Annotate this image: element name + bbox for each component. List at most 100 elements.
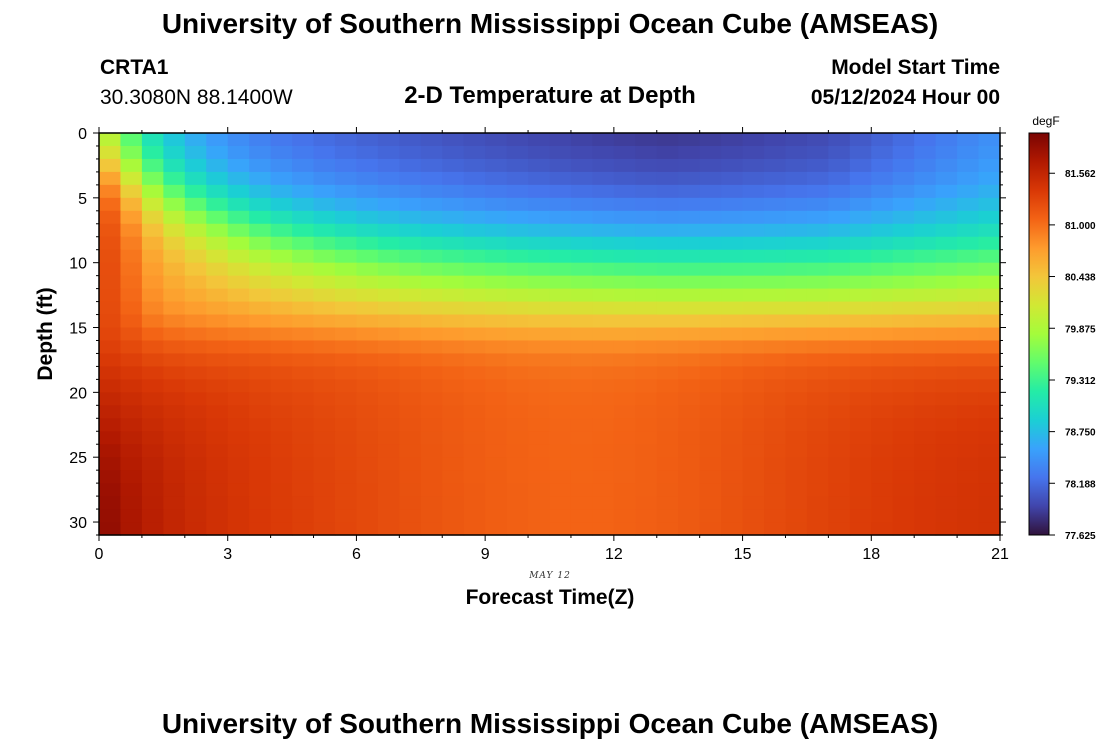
heatmap-cell <box>442 444 465 458</box>
heatmap-cell <box>356 158 379 173</box>
heatmap-cell <box>656 288 679 303</box>
heatmap-cell <box>292 418 315 432</box>
heatmap-cell <box>270 392 293 406</box>
heatmap-cell <box>399 366 422 380</box>
heatmap-cell <box>141 327 164 342</box>
heatmap-cell <box>141 223 164 238</box>
y-tick-label: 30 <box>69 515 87 532</box>
heatmap-cell <box>785 236 808 251</box>
heatmap-cell <box>935 184 958 199</box>
heatmap-cell <box>978 340 1001 355</box>
y-tick-label: 10 <box>69 256 87 273</box>
heatmap-cell <box>420 522 443 536</box>
heatmap-cell <box>463 236 486 251</box>
heatmap-cell <box>806 262 829 277</box>
heatmap-cell <box>957 483 980 497</box>
heatmap-cell <box>377 431 400 445</box>
heatmap-cell <box>249 353 272 368</box>
heatmap-cell <box>871 431 894 445</box>
heatmap-cell <box>871 327 894 342</box>
heatmap-cell <box>249 171 272 186</box>
heatmap-cell <box>570 171 593 186</box>
heatmap-cell <box>635 158 658 173</box>
heatmap-cell <box>764 366 787 380</box>
heatmap-cell <box>935 509 958 523</box>
heatmap-cell <box>485 496 508 510</box>
heatmap-cell <box>227 353 250 368</box>
heatmap-cell <box>356 483 379 497</box>
heatmap-cell <box>892 262 915 277</box>
heatmap-cell <box>463 158 486 173</box>
heatmap-cell <box>849 262 872 277</box>
heatmap-cell <box>356 301 379 316</box>
heatmap-cell <box>978 418 1001 432</box>
heatmap-cell <box>957 418 980 432</box>
heatmap-cell <box>742 288 765 303</box>
heatmap-cell <box>420 262 443 277</box>
heatmap-cell <box>356 418 379 432</box>
heatmap-cell <box>292 275 315 290</box>
heatmap-cell <box>141 431 164 445</box>
heatmap-cell <box>935 496 958 510</box>
heatmap-cell <box>206 301 229 316</box>
heatmap-cell <box>184 223 207 238</box>
heatmap-cell <box>914 184 937 199</box>
heatmap-cell <box>978 353 1001 368</box>
heatmap-cell <box>721 236 744 251</box>
heatmap-cell <box>892 275 915 290</box>
heatmap-cell <box>849 145 872 160</box>
heatmap-cell <box>528 444 551 458</box>
heatmap-cell <box>592 496 615 510</box>
heatmap-cell <box>120 444 143 458</box>
heatmap-cell <box>420 405 443 419</box>
heatmap-cell <box>828 418 851 432</box>
heatmap-cell <box>570 184 593 199</box>
heatmap-cell <box>528 457 551 471</box>
heatmap-cell <box>892 184 915 199</box>
chart-title: 2-D Temperature at Depth <box>404 82 696 109</box>
heatmap-cell <box>892 457 915 471</box>
heatmap-cell <box>528 418 551 432</box>
heatmap-cell <box>249 301 272 316</box>
heatmap-cell <box>592 301 615 316</box>
heatmap-cell <box>699 522 722 536</box>
heatmap-cell <box>914 444 937 458</box>
heatmap-cell <box>613 483 636 497</box>
heatmap-cell <box>656 405 679 419</box>
heatmap-cell <box>99 340 122 355</box>
heatmap-cell <box>313 288 336 303</box>
heatmap-cell <box>764 171 787 186</box>
heatmap-cell <box>592 145 615 160</box>
heatmap-cell <box>871 314 894 329</box>
heatmap-cell <box>120 418 143 432</box>
heatmap-cell <box>313 133 336 147</box>
heatmap-cell <box>785 288 808 303</box>
heatmap-cell <box>399 145 422 160</box>
heatmap-cell <box>570 133 593 147</box>
heatmap-cell <box>806 236 829 251</box>
heatmap-cell <box>420 184 443 199</box>
heatmap-cell <box>292 431 315 445</box>
heatmap-cell <box>334 405 358 419</box>
heatmap-cell <box>420 197 443 212</box>
heatmap-cell <box>549 431 572 445</box>
x-tick-label: 9 <box>481 546 490 563</box>
heatmap-cell <box>292 197 315 212</box>
heatmap-cell <box>99 483 122 497</box>
heatmap-cell <box>485 509 508 523</box>
heatmap-cell <box>635 509 658 523</box>
heatmap-cell <box>613 327 636 342</box>
heatmap-cell <box>549 522 572 536</box>
heatmap-cell <box>141 210 164 225</box>
heatmap-cell <box>742 145 765 160</box>
heatmap-cell <box>442 353 465 368</box>
heatmap-cell <box>334 158 358 173</box>
heatmap-cell <box>120 483 143 497</box>
heatmap-cell <box>141 301 164 316</box>
heatmap-cell <box>957 392 980 406</box>
heatmap-cell <box>356 353 379 368</box>
heatmap-cell <box>785 275 808 290</box>
heatmap-cell <box>978 314 1001 329</box>
heatmap-cell <box>678 158 701 173</box>
heatmap-cell <box>699 327 722 342</box>
